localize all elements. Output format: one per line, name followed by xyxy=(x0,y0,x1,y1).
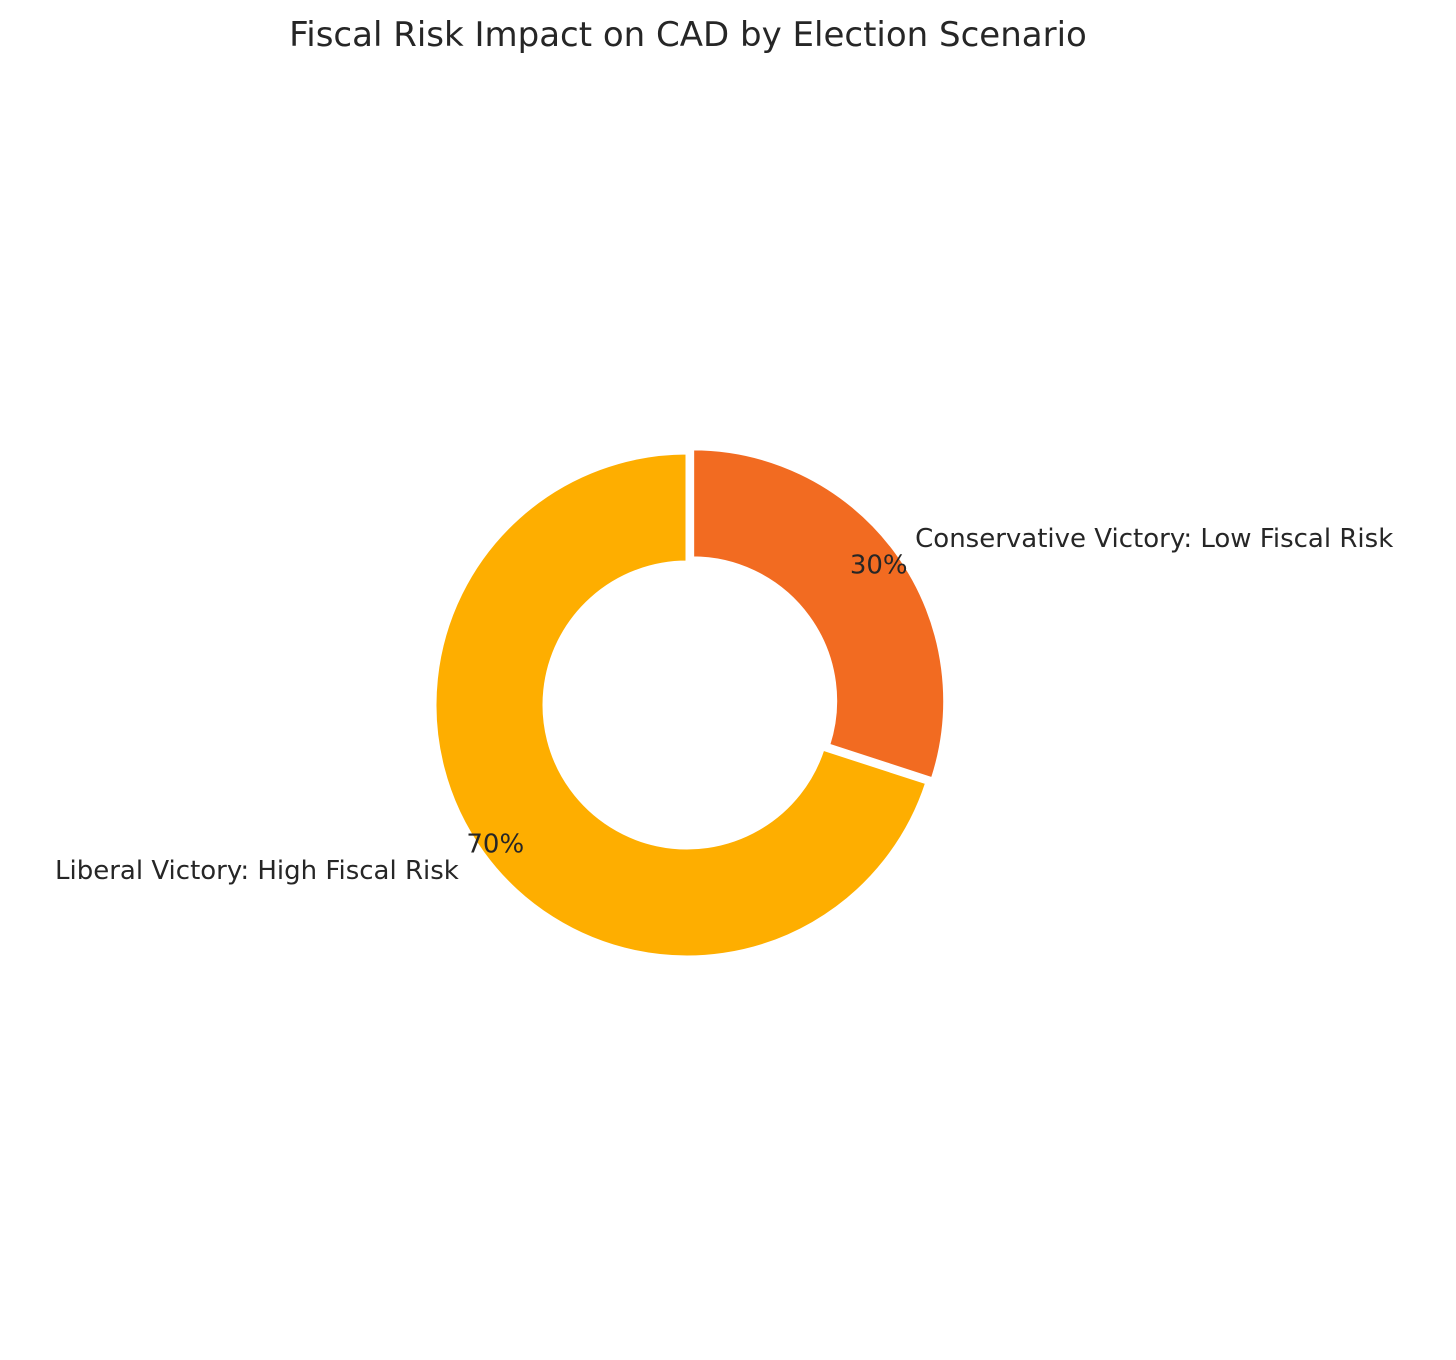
pct-label-conservative: 30% xyxy=(850,551,908,581)
slice-conservative xyxy=(691,447,947,781)
slice-liberal xyxy=(433,451,929,959)
pct-label-liberal: 70% xyxy=(466,829,524,859)
chart-title: Fiscal Risk Impact on CAD by Election Sc… xyxy=(289,15,1087,55)
slices-layer xyxy=(433,447,947,959)
category-label-liberal: Liberal Victory: High Fiscal Risk xyxy=(55,856,459,886)
labels-layer: 30%Conservative Victory: Low Fiscal Risk… xyxy=(55,524,1393,886)
category-label-conservative: Conservative Victory: Low Fiscal Risk xyxy=(915,524,1393,554)
